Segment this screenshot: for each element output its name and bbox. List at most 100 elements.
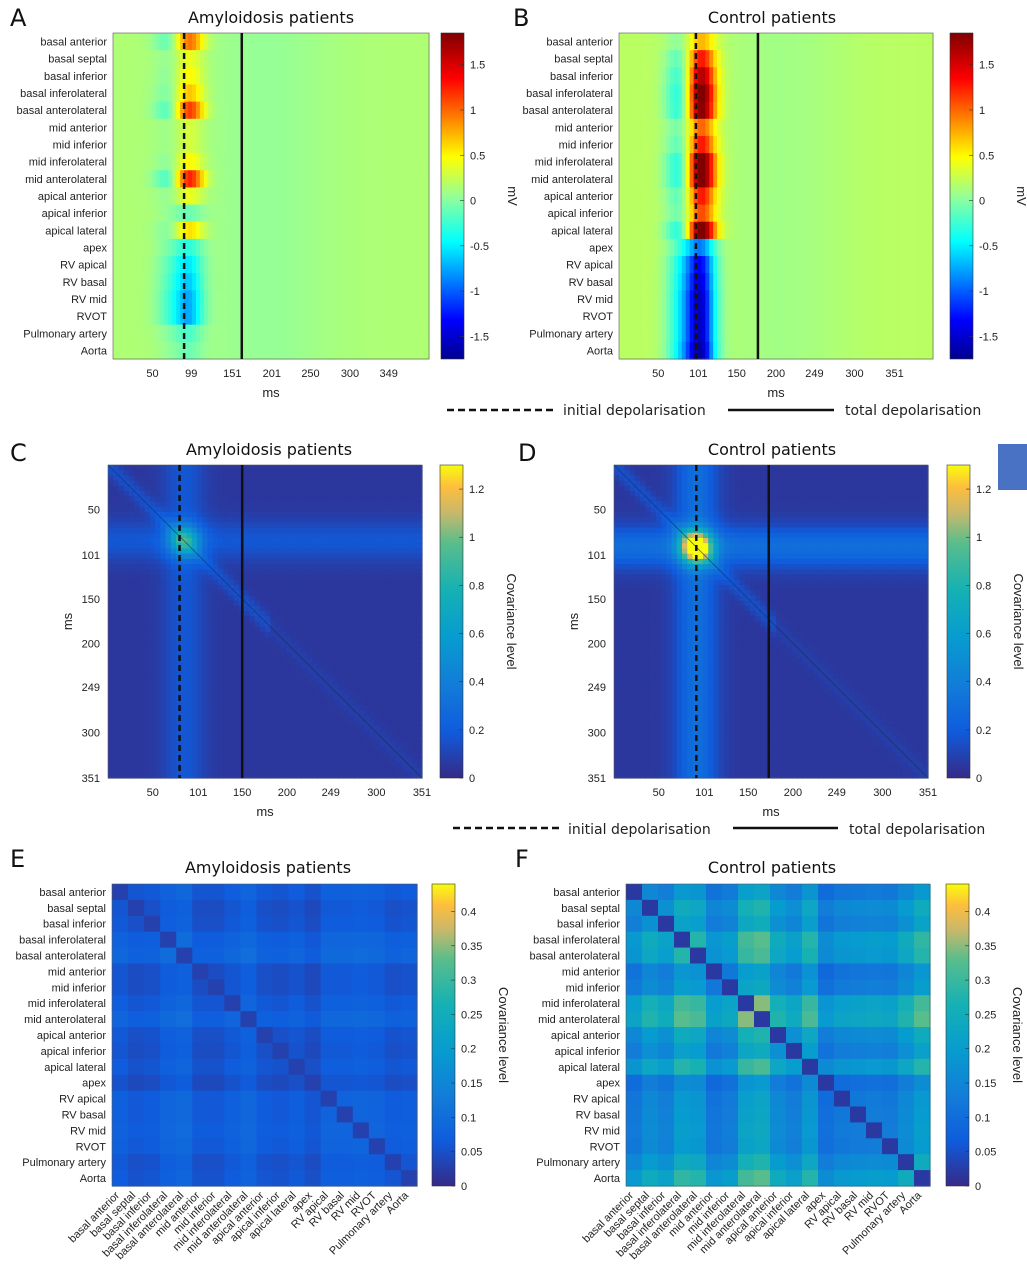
heatmap-cell bbox=[925, 187, 930, 206]
heatmap-cell bbox=[807, 67, 812, 86]
heatmap-cell bbox=[202, 553, 209, 560]
heatmap-cell bbox=[666, 187, 671, 206]
heatmap-cell bbox=[318, 204, 323, 223]
heatmap-cell bbox=[689, 238, 695, 257]
heatmap-cell bbox=[630, 238, 636, 257]
heatmap-cell bbox=[348, 543, 355, 550]
heatmap-cell bbox=[123, 527, 130, 534]
heatmap-cell bbox=[259, 238, 264, 257]
heatmap-cell bbox=[249, 595, 256, 602]
heatmap-cell bbox=[811, 238, 816, 257]
heatmap-cell bbox=[385, 33, 391, 51]
heatmap-cell bbox=[359, 470, 366, 477]
heatmap-cell bbox=[231, 84, 237, 103]
heatmap-cell bbox=[270, 590, 277, 597]
heatmap-cell bbox=[263, 256, 268, 274]
heatmap-cell bbox=[322, 569, 329, 576]
heatmap-cell bbox=[369, 256, 375, 274]
heatmap-cell bbox=[259, 532, 266, 539]
heatmap-cell bbox=[113, 538, 120, 544]
heatmap-cell bbox=[244, 496, 250, 503]
heatmap-cell bbox=[772, 290, 777, 309]
heatmap-cell bbox=[120, 187, 126, 206]
heatmap-cell bbox=[416, 600, 423, 607]
heatmap-cell bbox=[650, 84, 655, 103]
heatmap-cell bbox=[274, 135, 280, 154]
heatmap-cell bbox=[421, 50, 426, 68]
heatmap-cell bbox=[783, 33, 789, 51]
heatmap-cell bbox=[118, 574, 125, 581]
heatmap-cell bbox=[681, 273, 687, 291]
heatmap-cell bbox=[787, 67, 793, 86]
heatmap-cell bbox=[760, 135, 765, 154]
heatmap-cell bbox=[713, 50, 718, 68]
heatmap-cell bbox=[764, 204, 769, 223]
heatmap-cell bbox=[228, 465, 235, 471]
heatmap-cell bbox=[317, 621, 324, 628]
heatmap-cell bbox=[343, 558, 350, 565]
heatmap-cell bbox=[118, 480, 125, 487]
heatmap-cell bbox=[124, 153, 130, 171]
heatmap-cell bbox=[764, 307, 769, 326]
heatmap-cell bbox=[223, 532, 229, 539]
heatmap-cell bbox=[301, 532, 308, 539]
heatmap-cell bbox=[144, 506, 151, 513]
heatmap-cell bbox=[830, 290, 836, 309]
heatmap-cell bbox=[251, 33, 256, 51]
x-tick-label: 200 bbox=[767, 368, 785, 380]
heatmap-cell bbox=[619, 33, 624, 51]
heatmap-cell bbox=[913, 135, 918, 154]
heatmap-cell bbox=[893, 50, 899, 68]
heatmap-cell bbox=[768, 290, 773, 309]
heatmap-cell bbox=[306, 553, 313, 560]
heatmap-cell bbox=[622, 50, 628, 68]
heatmap-cell bbox=[207, 67, 213, 86]
heatmap-cell bbox=[327, 616, 334, 623]
heatmap-cell bbox=[901, 204, 907, 223]
heatmap-cell bbox=[278, 101, 284, 120]
heatmap-cell bbox=[301, 496, 308, 503]
heatmap-cell bbox=[231, 238, 237, 257]
heatmap-cell bbox=[136, 221, 142, 240]
heatmap-cell bbox=[113, 50, 118, 68]
heatmap-cell bbox=[270, 553, 277, 560]
heatmap-cell bbox=[223, 590, 229, 597]
heatmap-cell bbox=[327, 584, 334, 591]
heatmap-cell bbox=[326, 256, 331, 274]
heatmap-cell bbox=[744, 290, 750, 309]
heatmap-cell bbox=[359, 564, 366, 570]
heatmap-cell bbox=[291, 491, 297, 497]
heatmap-cell bbox=[787, 50, 793, 68]
heatmap-cell bbox=[259, 273, 264, 291]
heatmap-cell bbox=[357, 67, 363, 86]
heatmap-cell bbox=[634, 307, 640, 326]
heatmap-cell bbox=[207, 84, 213, 103]
heatmap-cell bbox=[909, 307, 914, 326]
heatmap-cell bbox=[385, 187, 391, 206]
heatmap-cell bbox=[795, 118, 801, 137]
heatmap-cell bbox=[170, 548, 177, 555]
heatmap-cell bbox=[327, 475, 334, 482]
heatmap-cell bbox=[343, 485, 350, 492]
heatmap-cell bbox=[235, 118, 240, 137]
heatmap-cell bbox=[223, 553, 229, 560]
heatmap-cell bbox=[685, 273, 691, 291]
heatmap-cell bbox=[203, 204, 209, 223]
heatmap-cell bbox=[235, 67, 240, 86]
heatmap-cell bbox=[638, 307, 644, 326]
heatmap-cell bbox=[374, 569, 381, 576]
heatmap-cell bbox=[732, 204, 738, 223]
heatmap-cell bbox=[207, 553, 214, 560]
heatmap-cell bbox=[267, 256, 272, 274]
heatmap-cell bbox=[338, 187, 343, 206]
heatmap-cell bbox=[327, 564, 334, 570]
heatmap-cell bbox=[118, 621, 125, 628]
heatmap-cell bbox=[842, 101, 848, 120]
heatmap-cell bbox=[199, 187, 205, 206]
heatmap-cell bbox=[406, 548, 413, 555]
heatmap-cell bbox=[333, 548, 339, 555]
heatmap-cell bbox=[921, 118, 926, 137]
heatmap-cell bbox=[228, 605, 235, 612]
heatmap-cell bbox=[819, 324, 824, 343]
